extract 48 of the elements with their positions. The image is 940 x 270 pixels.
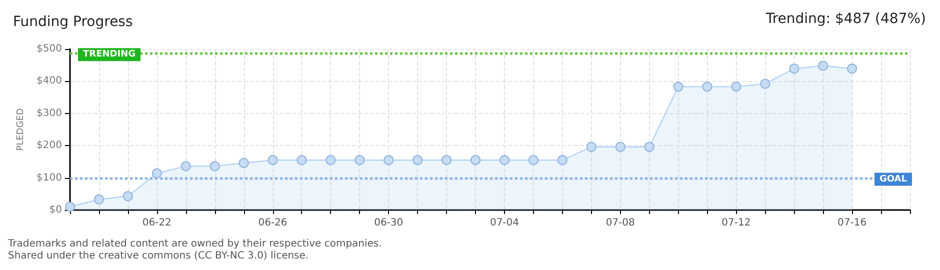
point [470,155,481,166]
point [644,142,654,152]
point [586,142,596,152]
point [847,64,858,74]
point [731,82,742,92]
x-tick-label: 07-16 [838,218,867,228]
y-axis-title: PLEDGED [16,108,26,151]
point [615,142,626,152]
point [818,60,828,71]
point [384,155,394,166]
point [528,155,538,166]
point [94,194,104,204]
y-tick-label: $400 [36,76,62,87]
x-tick-label: 06-30 [374,218,404,228]
point [789,64,800,74]
y-tick-label: $100 [36,172,62,184]
text: Shared under the creative commons (CC BY-NC 3.0) license. [8,250,309,262]
point [760,78,770,89]
point [296,155,307,166]
point [412,155,423,166]
point [326,155,336,166]
x-tick-label: 07-12 [722,218,751,228]
point [557,155,568,166]
x-tick-label: 07-04 [490,218,520,228]
point [238,158,249,168]
y-tick-label: $0 [49,204,62,216]
point [499,155,510,166]
chart-title: Funding Progress [13,14,133,30]
y-tick-label: $300 [36,108,62,119]
point [180,161,191,172]
point [673,82,684,92]
x-tick-label: 07-08 [606,218,635,228]
point [354,155,365,166]
y-tick-label: $500 [36,44,62,54]
ref-line-label: TRENDING [83,50,136,60]
ref-line-label: GOAL [880,174,908,184]
point [702,82,712,92]
text: Trending: $487 (487%) [764,11,926,27]
point [122,191,133,202]
point [442,155,452,166]
x-tick-label: 06-22 [142,218,172,228]
point [65,202,75,212]
point [210,161,220,172]
point [268,155,278,166]
x-tick-label: 06-26 [258,218,288,228]
point [152,168,162,178]
text: Trademarks and related content are owned by their respective companies. [7,238,382,250]
y-tick-label: $200 [36,140,62,152]
